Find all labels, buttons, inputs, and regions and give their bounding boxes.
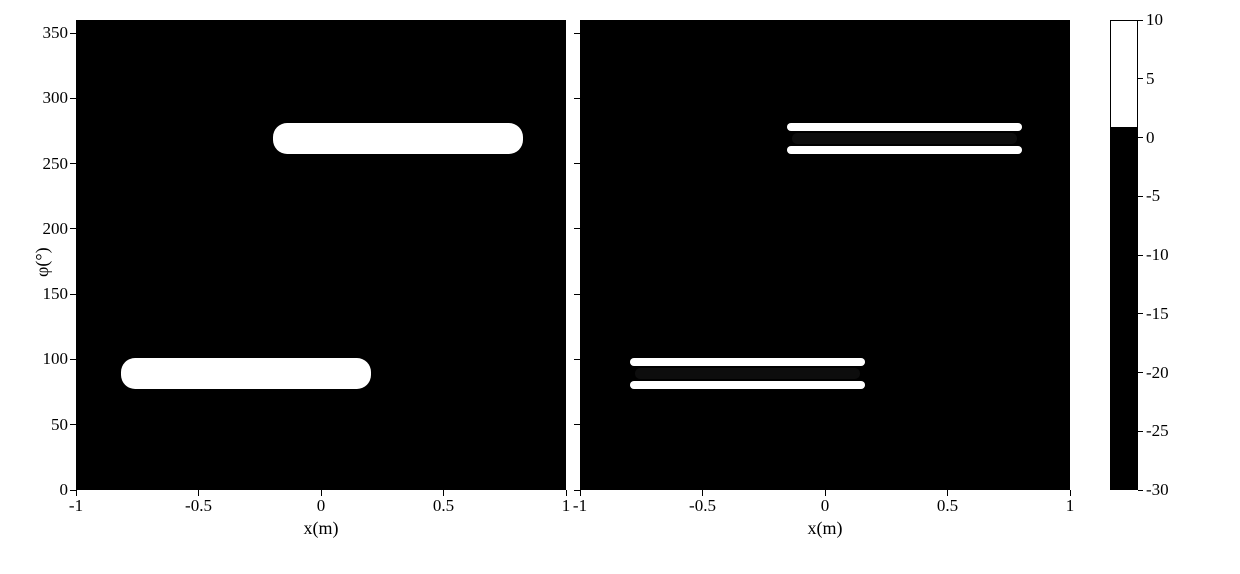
colorbar-white-segment <box>1111 21 1137 127</box>
ytick-label: 150 <box>43 284 69 304</box>
heatmap-panel-right <box>580 20 1070 490</box>
colorbar-tick-mark <box>1138 255 1143 256</box>
heatmap-region <box>273 123 523 154</box>
colorbar-tick-mark <box>1138 78 1143 79</box>
colorbar-tick-label: 10 <box>1146 10 1163 30</box>
ytick-mark <box>574 163 580 164</box>
colorbar-tick-label: 5 <box>1146 69 1155 89</box>
colorbar-tick-mark <box>1138 490 1143 491</box>
ytick-mark <box>574 490 580 491</box>
heatmap-region <box>630 381 865 389</box>
colorbar-tick-label: -10 <box>1146 245 1169 265</box>
ytick-label: 300 <box>43 88 69 108</box>
xtick-label: 0 <box>805 496 845 516</box>
colorbar <box>1110 20 1138 490</box>
colorbar-tick-mark <box>1138 313 1143 314</box>
xtick-label: 1 <box>1050 496 1090 516</box>
xtick-label: 0 <box>301 496 341 516</box>
xtick-label: -0.5 <box>683 496 723 516</box>
colorbar-tick-mark <box>1138 20 1143 21</box>
heatmap-region <box>121 358 371 389</box>
colorbar-tick-mark <box>1138 431 1143 432</box>
x-axis-label: x(m) <box>291 518 351 539</box>
colorbar-tick-label: -15 <box>1146 304 1169 324</box>
heatmap-region <box>635 368 860 378</box>
colorbar-tick-label: -20 <box>1146 363 1169 383</box>
ytick-mark <box>574 228 580 229</box>
xtick-label: -1 <box>560 496 600 516</box>
ytick-mark <box>70 294 76 295</box>
heatmap-region <box>630 358 865 366</box>
figure: -1-0.500.51x(m)050100150200250300350φ(°)… <box>20 18 1220 556</box>
colorbar-tick-label: -30 <box>1146 480 1169 500</box>
ytick-mark <box>574 98 580 99</box>
heatmap-region <box>792 133 1017 143</box>
ytick-mark <box>70 228 76 229</box>
ytick-label: 50 <box>51 415 68 435</box>
ytick-mark <box>574 294 580 295</box>
colorbar-tick-label: 0 <box>1146 128 1155 148</box>
ytick-label: 200 <box>43 219 69 239</box>
y-axis-label: φ(°) <box>32 247 53 277</box>
ytick-mark <box>70 33 76 34</box>
ytick-label: 100 <box>43 349 69 369</box>
ytick-mark <box>574 33 580 34</box>
x-axis-label: x(m) <box>795 518 855 539</box>
ytick-mark <box>70 163 76 164</box>
ytick-label: 350 <box>43 23 69 43</box>
colorbar-notch <box>1111 121 1125 123</box>
colorbar-tick-mark <box>1138 372 1143 373</box>
heatmap-panel-left <box>76 20 566 490</box>
heatmap-region <box>787 146 1022 154</box>
colorbar-tick-mark <box>1138 196 1143 197</box>
ytick-mark <box>574 424 580 425</box>
colorbar-tick-mark <box>1138 137 1143 138</box>
heatmap-region <box>787 123 1022 131</box>
xtick-label: 0.5 <box>424 496 464 516</box>
xtick-label: -0.5 <box>179 496 219 516</box>
colorbar-tick-label: -25 <box>1146 421 1169 441</box>
ytick-mark <box>70 359 76 360</box>
ytick-label: 250 <box>43 154 69 174</box>
ytick-mark <box>70 490 76 491</box>
ytick-mark <box>70 424 76 425</box>
ytick-label: 0 <box>60 480 69 500</box>
colorbar-tick-label: -5 <box>1146 186 1160 206</box>
ytick-mark <box>574 359 580 360</box>
xtick-label: 0.5 <box>928 496 968 516</box>
ytick-mark <box>70 98 76 99</box>
